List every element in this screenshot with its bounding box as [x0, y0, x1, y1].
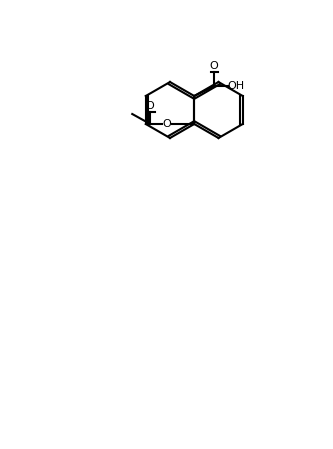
Text: O: O: [146, 101, 155, 111]
Text: O: O: [210, 61, 219, 71]
Text: O: O: [163, 119, 171, 129]
Text: OH: OH: [228, 81, 245, 91]
